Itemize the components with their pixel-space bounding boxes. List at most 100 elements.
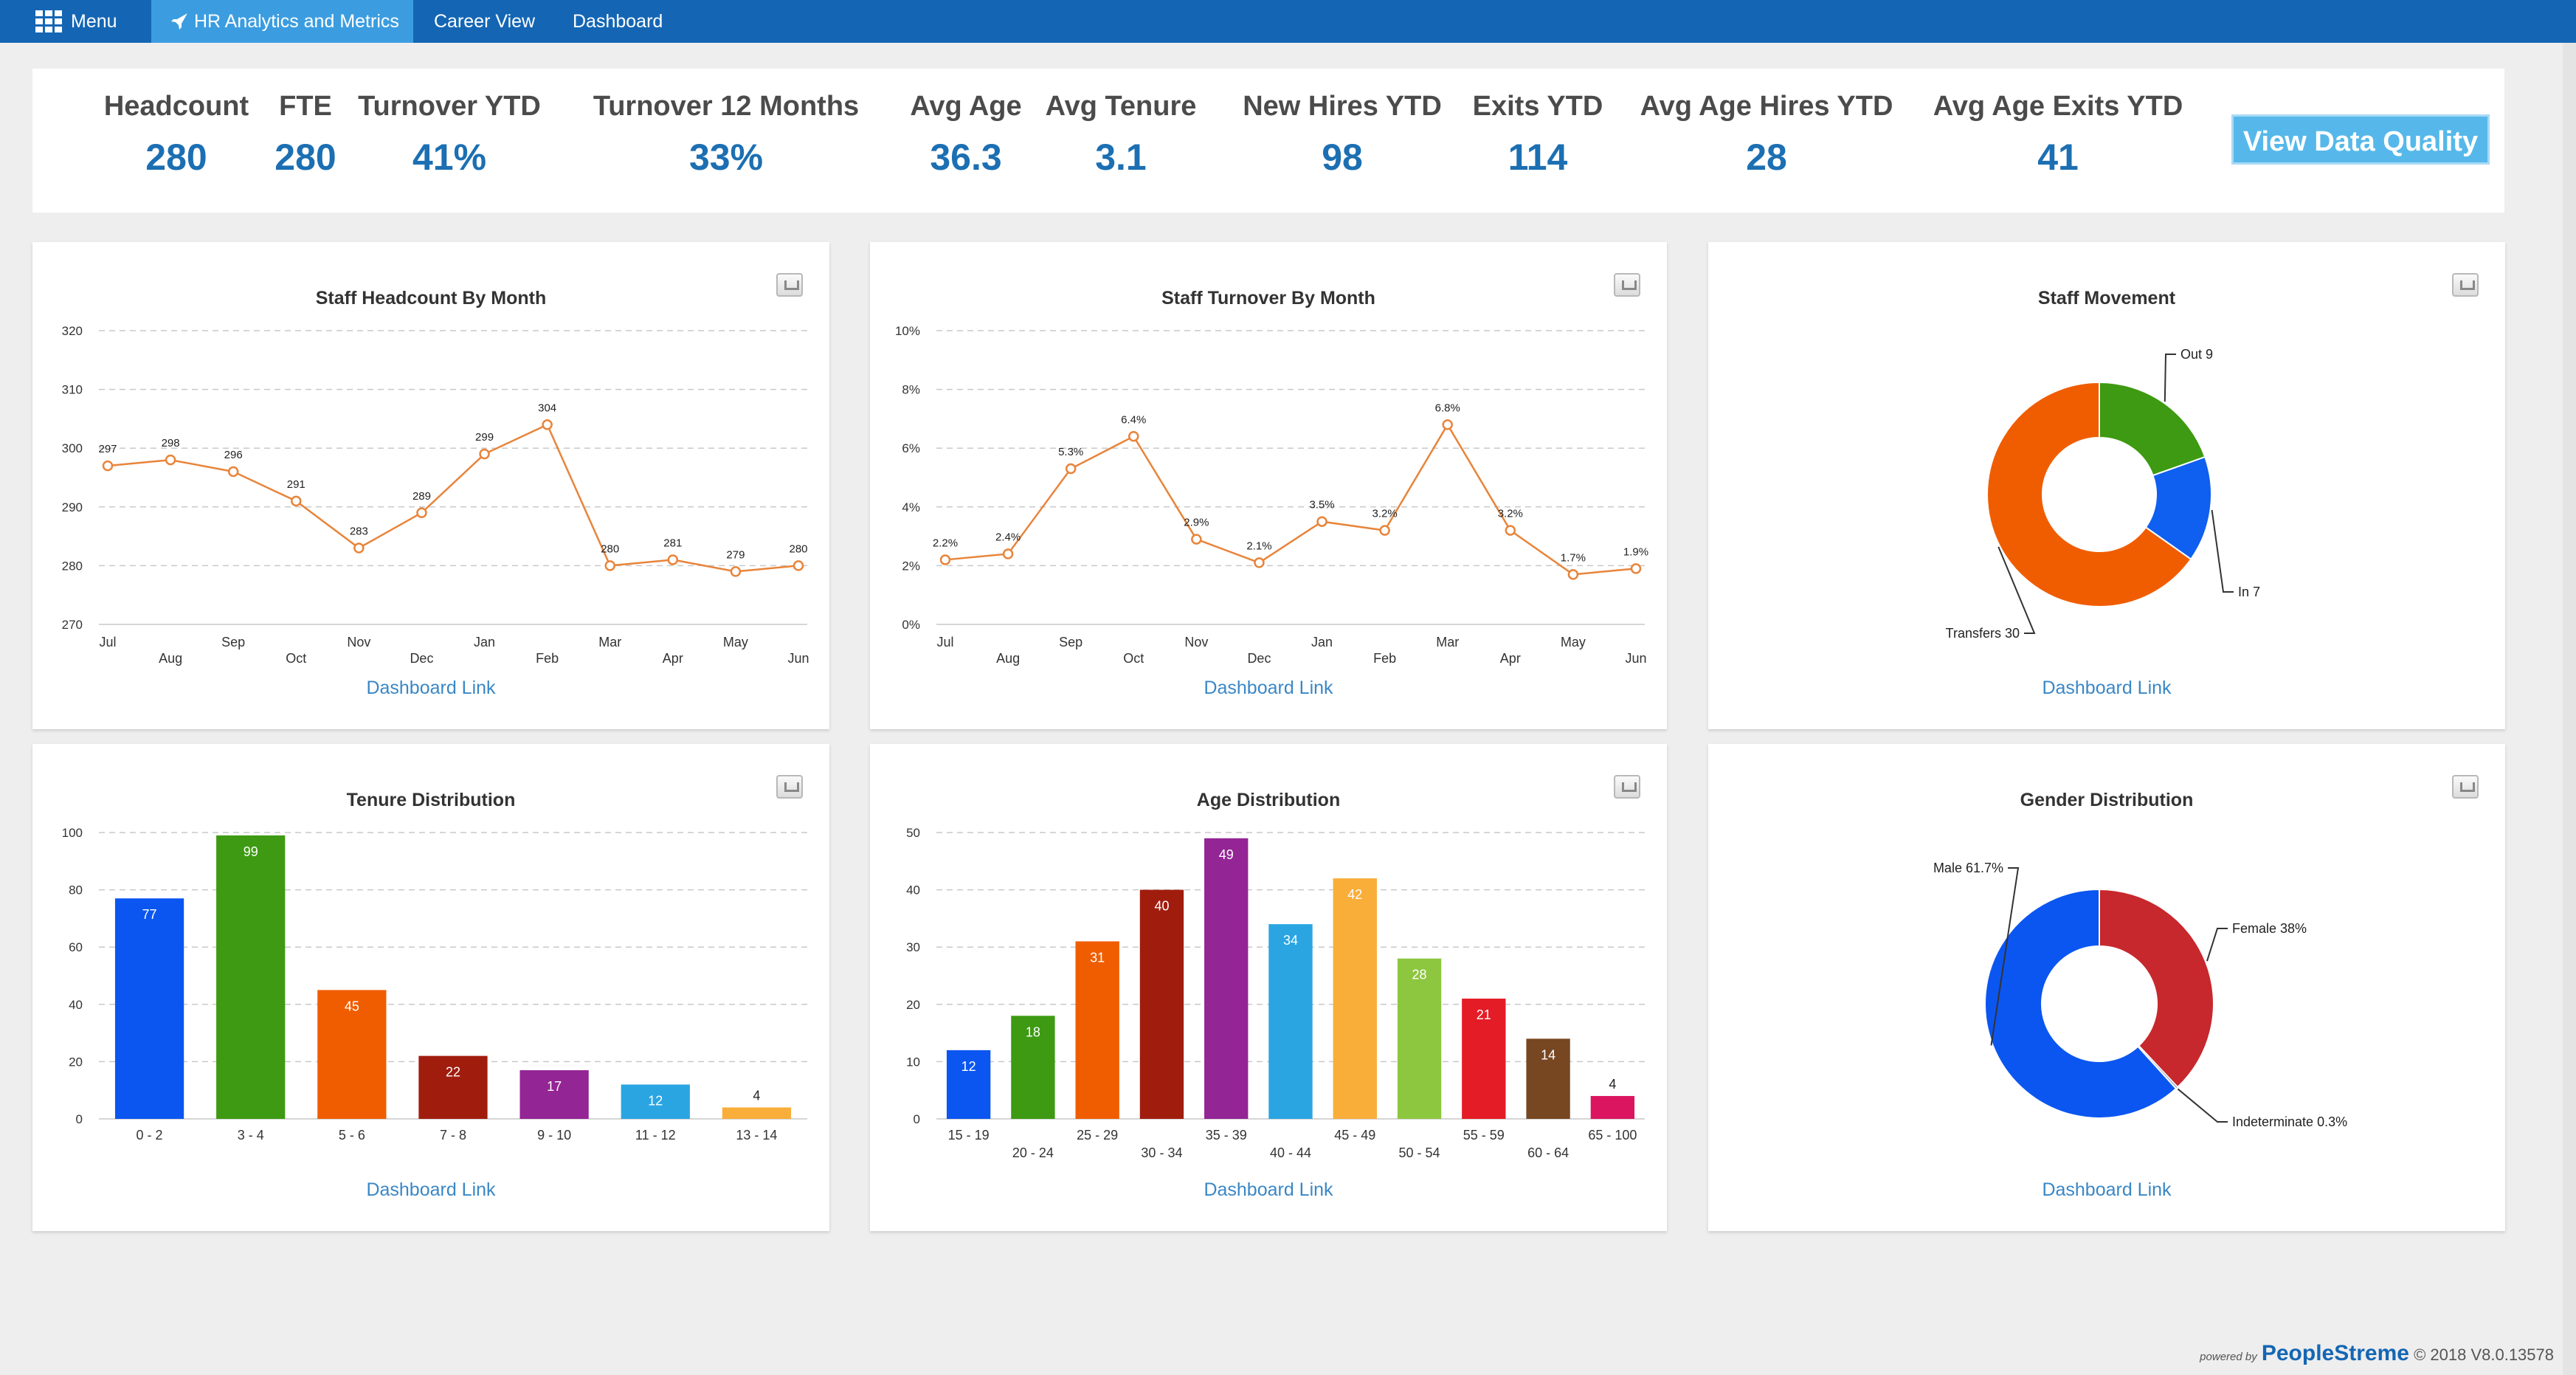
chart-svg: Out 9 In 7 Transfers 30 <box>1946 347 2260 641</box>
export-icon[interactable] <box>2452 775 2479 799</box>
data-label: 12 <box>648 1093 663 1108</box>
y-tick-label: 0 <box>76 1112 83 1126</box>
kpi-label: Avg Age Exits YTD <box>1933 91 2183 122</box>
x-tick-label: 20 - 24 <box>1012 1145 1054 1160</box>
kpi-label: Turnover YTD <box>358 91 541 122</box>
data-label: 31 <box>1090 950 1105 965</box>
y-tick-label: 270 <box>62 618 83 632</box>
x-tick-label: Nov <box>347 635 370 649</box>
top-navigation-bar: Menu HR Analytics and Metrics Career Vie… <box>0 0 2576 43</box>
bar <box>1397 958 1442 1119</box>
slice-label: Male 61.7% <box>1933 861 2003 875</box>
kpi-label: Exits YTD <box>1472 91 1603 122</box>
x-tick-label: Jul <box>99 635 116 649</box>
bar <box>1075 941 1119 1119</box>
dashboard-link[interactable]: Dashboard Link <box>1204 678 1333 698</box>
data-label: 2.2% <box>933 537 958 549</box>
x-tick-label: 25 - 29 <box>1077 1128 1118 1143</box>
data-label: 280 <box>789 542 807 555</box>
kpi-turnover-12-months: Turnover 12 Months 33% <box>553 91 899 179</box>
export-icon[interactable] <box>776 273 803 297</box>
tab-dashboard-label: Dashboard <box>573 11 663 32</box>
data-label: 280 <box>601 542 619 555</box>
data-label: 1.9% <box>1623 545 1648 558</box>
data-point <box>479 448 490 460</box>
data-label: 5.3% <box>1058 446 1083 458</box>
dashboard-link[interactable]: Dashboard Link <box>366 678 496 698</box>
export-icon[interactable] <box>1614 273 1640 297</box>
data-label: 304 <box>538 402 556 414</box>
data-point <box>1505 525 1516 536</box>
x-tick-label: 15 - 19 <box>948 1128 990 1143</box>
footer: powered by PeopleStreme © 2018 V8.0.1357… <box>2200 1341 2554 1366</box>
data-point <box>793 560 804 571</box>
data-point <box>1254 557 1265 568</box>
tab-hr-analytics-label: HR Analytics and Metrics <box>194 11 399 32</box>
y-tick-label: 280 <box>62 559 83 573</box>
x-tick-label: 7 - 8 <box>440 1128 466 1143</box>
dashboard-link[interactable]: Dashboard Link <box>2042 678 2172 698</box>
bar <box>1268 924 1313 1119</box>
kpi-value: 280 <box>274 137 336 178</box>
leader-line <box>2211 509 2234 593</box>
x-tick-label: Nov <box>1184 635 1208 649</box>
y-tick-label: 300 <box>62 441 83 455</box>
data-label: 18 <box>1026 1024 1040 1039</box>
chart-card-staff-movement: Out 9 In 7 Transfers 30 Staff Movement Das… <box>1708 242 2505 729</box>
pie-slice <box>2099 888 2214 1089</box>
bar <box>1011 1016 1055 1119</box>
bar <box>216 835 286 1119</box>
kpi-value: 41% <box>412 137 487 178</box>
x-tick-label: 55 - 59 <box>1463 1128 1505 1143</box>
data-label: 279 <box>726 548 745 561</box>
kpi-new-hires-ytd: New Hires YTD 98 <box>1206 91 1479 179</box>
powered-by-text: powered by <box>2200 1351 2257 1363</box>
data-label: 14 <box>1541 1047 1555 1062</box>
chart-title: Staff Headcount By Month <box>315 288 547 309</box>
x-tick-label: 0 - 2 <box>137 1128 163 1143</box>
slice-label: Indeterminate 0.3% <box>2232 1114 2347 1129</box>
bar <box>1139 889 1184 1119</box>
data-label: 281 <box>663 537 682 549</box>
chart-card-gender: Female 38% Indeterminate 0.3% Male 61.7% G… <box>1708 744 2505 1231</box>
data-point <box>416 507 427 519</box>
dashboard-link[interactable]: Dashboard Link <box>1204 1179 1333 1200</box>
data-label: 40 <box>1154 899 1169 914</box>
tab-hr-analytics[interactable]: HR Analytics and Metrics <box>151 0 413 43</box>
export-icon[interactable] <box>776 775 803 799</box>
export-icon[interactable] <box>1614 775 1640 799</box>
data-point <box>542 419 553 430</box>
data-point <box>1065 463 1077 475</box>
kpi-value: 3.1 <box>1095 137 1147 178</box>
version-text: © 2018 V8.0.13578 <box>2414 1345 2554 1364</box>
kpi-avg-age-exits-ytd: Avg Age Exits YTD 41 <box>1907 91 2209 179</box>
menu-button[interactable]: Menu <box>0 0 151 43</box>
x-tick-label: 5 - 6 <box>339 1128 365 1143</box>
x-tick-label: Feb <box>1373 651 1396 666</box>
data-label: 45 <box>345 999 359 1013</box>
kpi-value: 98 <box>1322 137 1363 178</box>
dashboard-link[interactable]: Dashboard Link <box>366 1179 496 1200</box>
tab-career-view[interactable]: Career View <box>434 0 535 43</box>
x-tick-label: Dec <box>410 651 433 666</box>
scrollbar[interactable] <box>2563 43 2576 1375</box>
slice-label: In 7 <box>2238 585 2260 599</box>
data-point <box>667 554 679 565</box>
slice-label: Out 9 <box>2180 347 2213 362</box>
data-label: 34 <box>1283 933 1298 948</box>
y-tick-label: 2% <box>902 559 920 573</box>
view-data-quality-button[interactable]: View Data Quality <box>2231 114 2490 165</box>
x-tick-label: Apr <box>663 651 683 666</box>
kpi-exits-ytd: Exits YTD 114 <box>1438 91 1637 179</box>
y-tick-label: 20 <box>906 998 920 1012</box>
y-tick-label: 40 <box>906 883 920 897</box>
export-icon[interactable] <box>2452 273 2479 297</box>
data-label: 291 <box>287 478 305 491</box>
data-label: 289 <box>412 490 431 503</box>
chart-card-tenure: 0 20 40 60 80 100 77 0 - 2 99 3 - 4 45 5 - 6 22 7 - 8… <box>32 744 829 1231</box>
dashboard-link[interactable]: Dashboard Link <box>2042 1179 2172 1200</box>
bar <box>418 1055 488 1119</box>
rocket-icon <box>171 13 187 30</box>
tab-dashboard[interactable]: Dashboard <box>573 0 663 43</box>
data-point <box>1630 563 1642 574</box>
